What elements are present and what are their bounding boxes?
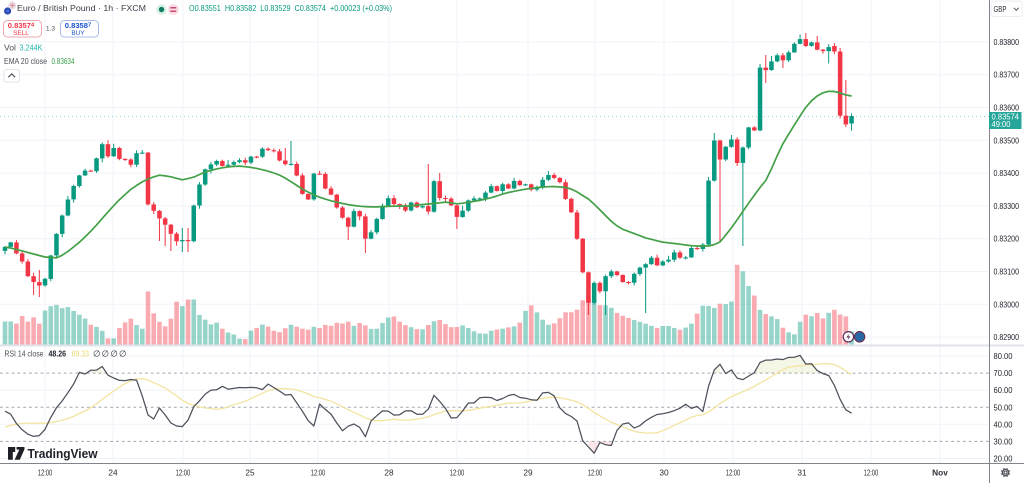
svg-text:20.00: 20.00 [994,454,1013,464]
svg-text:30.00: 30.00 [994,436,1013,446]
svg-text:25: 25 [245,468,255,478]
svg-text:49:00: 49:00 [992,120,1012,129]
svg-text:12:00: 12:00 [176,468,191,478]
svg-text:50.00: 50.00 [994,402,1013,412]
svg-text:24: 24 [108,468,118,478]
svg-text:48.26: 48.26 [49,349,67,359]
svg-text:0.83000: 0.83000 [994,299,1020,309]
svg-text:∅∅∅∅: ∅∅∅∅ [93,349,128,359]
svg-text:12:00: 12:00 [311,468,326,478]
svg-text:0.83600: 0.83600 [994,103,1020,113]
svg-text:12:00: 12:00 [38,468,53,478]
svg-text:60.00: 60.00 [994,385,1013,395]
svg-text:BUY: BUY [71,30,85,37]
svg-text:O0.83551 H0.83582 L0.83529: O0.83551 H0.83582 L0.83529 C0.83574 +0.0… [189,3,392,13]
svg-text:SELL: SELL [13,30,29,37]
svg-text:28: 28 [384,468,394,478]
svg-text:70.00: 70.00 [994,368,1013,378]
svg-text:40.00: 40.00 [994,419,1013,429]
svg-text:EMA 20 close: EMA 20 close [4,56,47,66]
svg-text:1.3: 1.3 [46,26,55,33]
svg-text:Vol: Vol [4,43,16,53]
svg-text:12:00: 12:00 [864,468,879,478]
svg-text:0.83100: 0.83100 [994,267,1020,277]
svg-text:0.83574: 0.83574 [992,112,1020,121]
svg-text:Nov: Nov [932,468,948,478]
svg-text:0.83587: 0.83587 [65,21,91,30]
svg-text:TradingView: TradingView [28,446,99,461]
svg-text:12:00: 12:00 [588,468,603,478]
svg-text:GBP: GBP [994,5,1007,14]
svg-text:RSI 14 close: RSI 14 close [5,349,44,359]
svg-text:12:00: 12:00 [450,468,465,478]
svg-text:0.83400: 0.83400 [994,168,1020,178]
svg-text:0.83300: 0.83300 [994,201,1020,211]
svg-text:Euro / British Pound · 1h · FX: Euro / British Pound · 1h · FXCM [17,3,146,13]
svg-text:69.33: 69.33 [72,349,90,359]
svg-text:12:00: 12:00 [726,468,741,478]
svg-text:0.83634: 0.83634 [52,56,75,66]
svg-text:0.83700: 0.83700 [994,70,1020,80]
svg-text:80.00: 80.00 [994,351,1013,361]
svg-text:29: 29 [523,468,533,478]
svg-text:0.83200: 0.83200 [994,234,1020,244]
svg-text:3.244K: 3.244K [20,43,43,53]
svg-text:30: 30 [659,468,669,478]
svg-text:31: 31 [797,468,807,478]
svg-text:0.83800: 0.83800 [994,37,1020,47]
svg-text:0.82900: 0.82900 [994,332,1020,342]
svg-text:0.83500: 0.83500 [994,135,1020,145]
svg-text:0.83574: 0.83574 [8,21,35,30]
